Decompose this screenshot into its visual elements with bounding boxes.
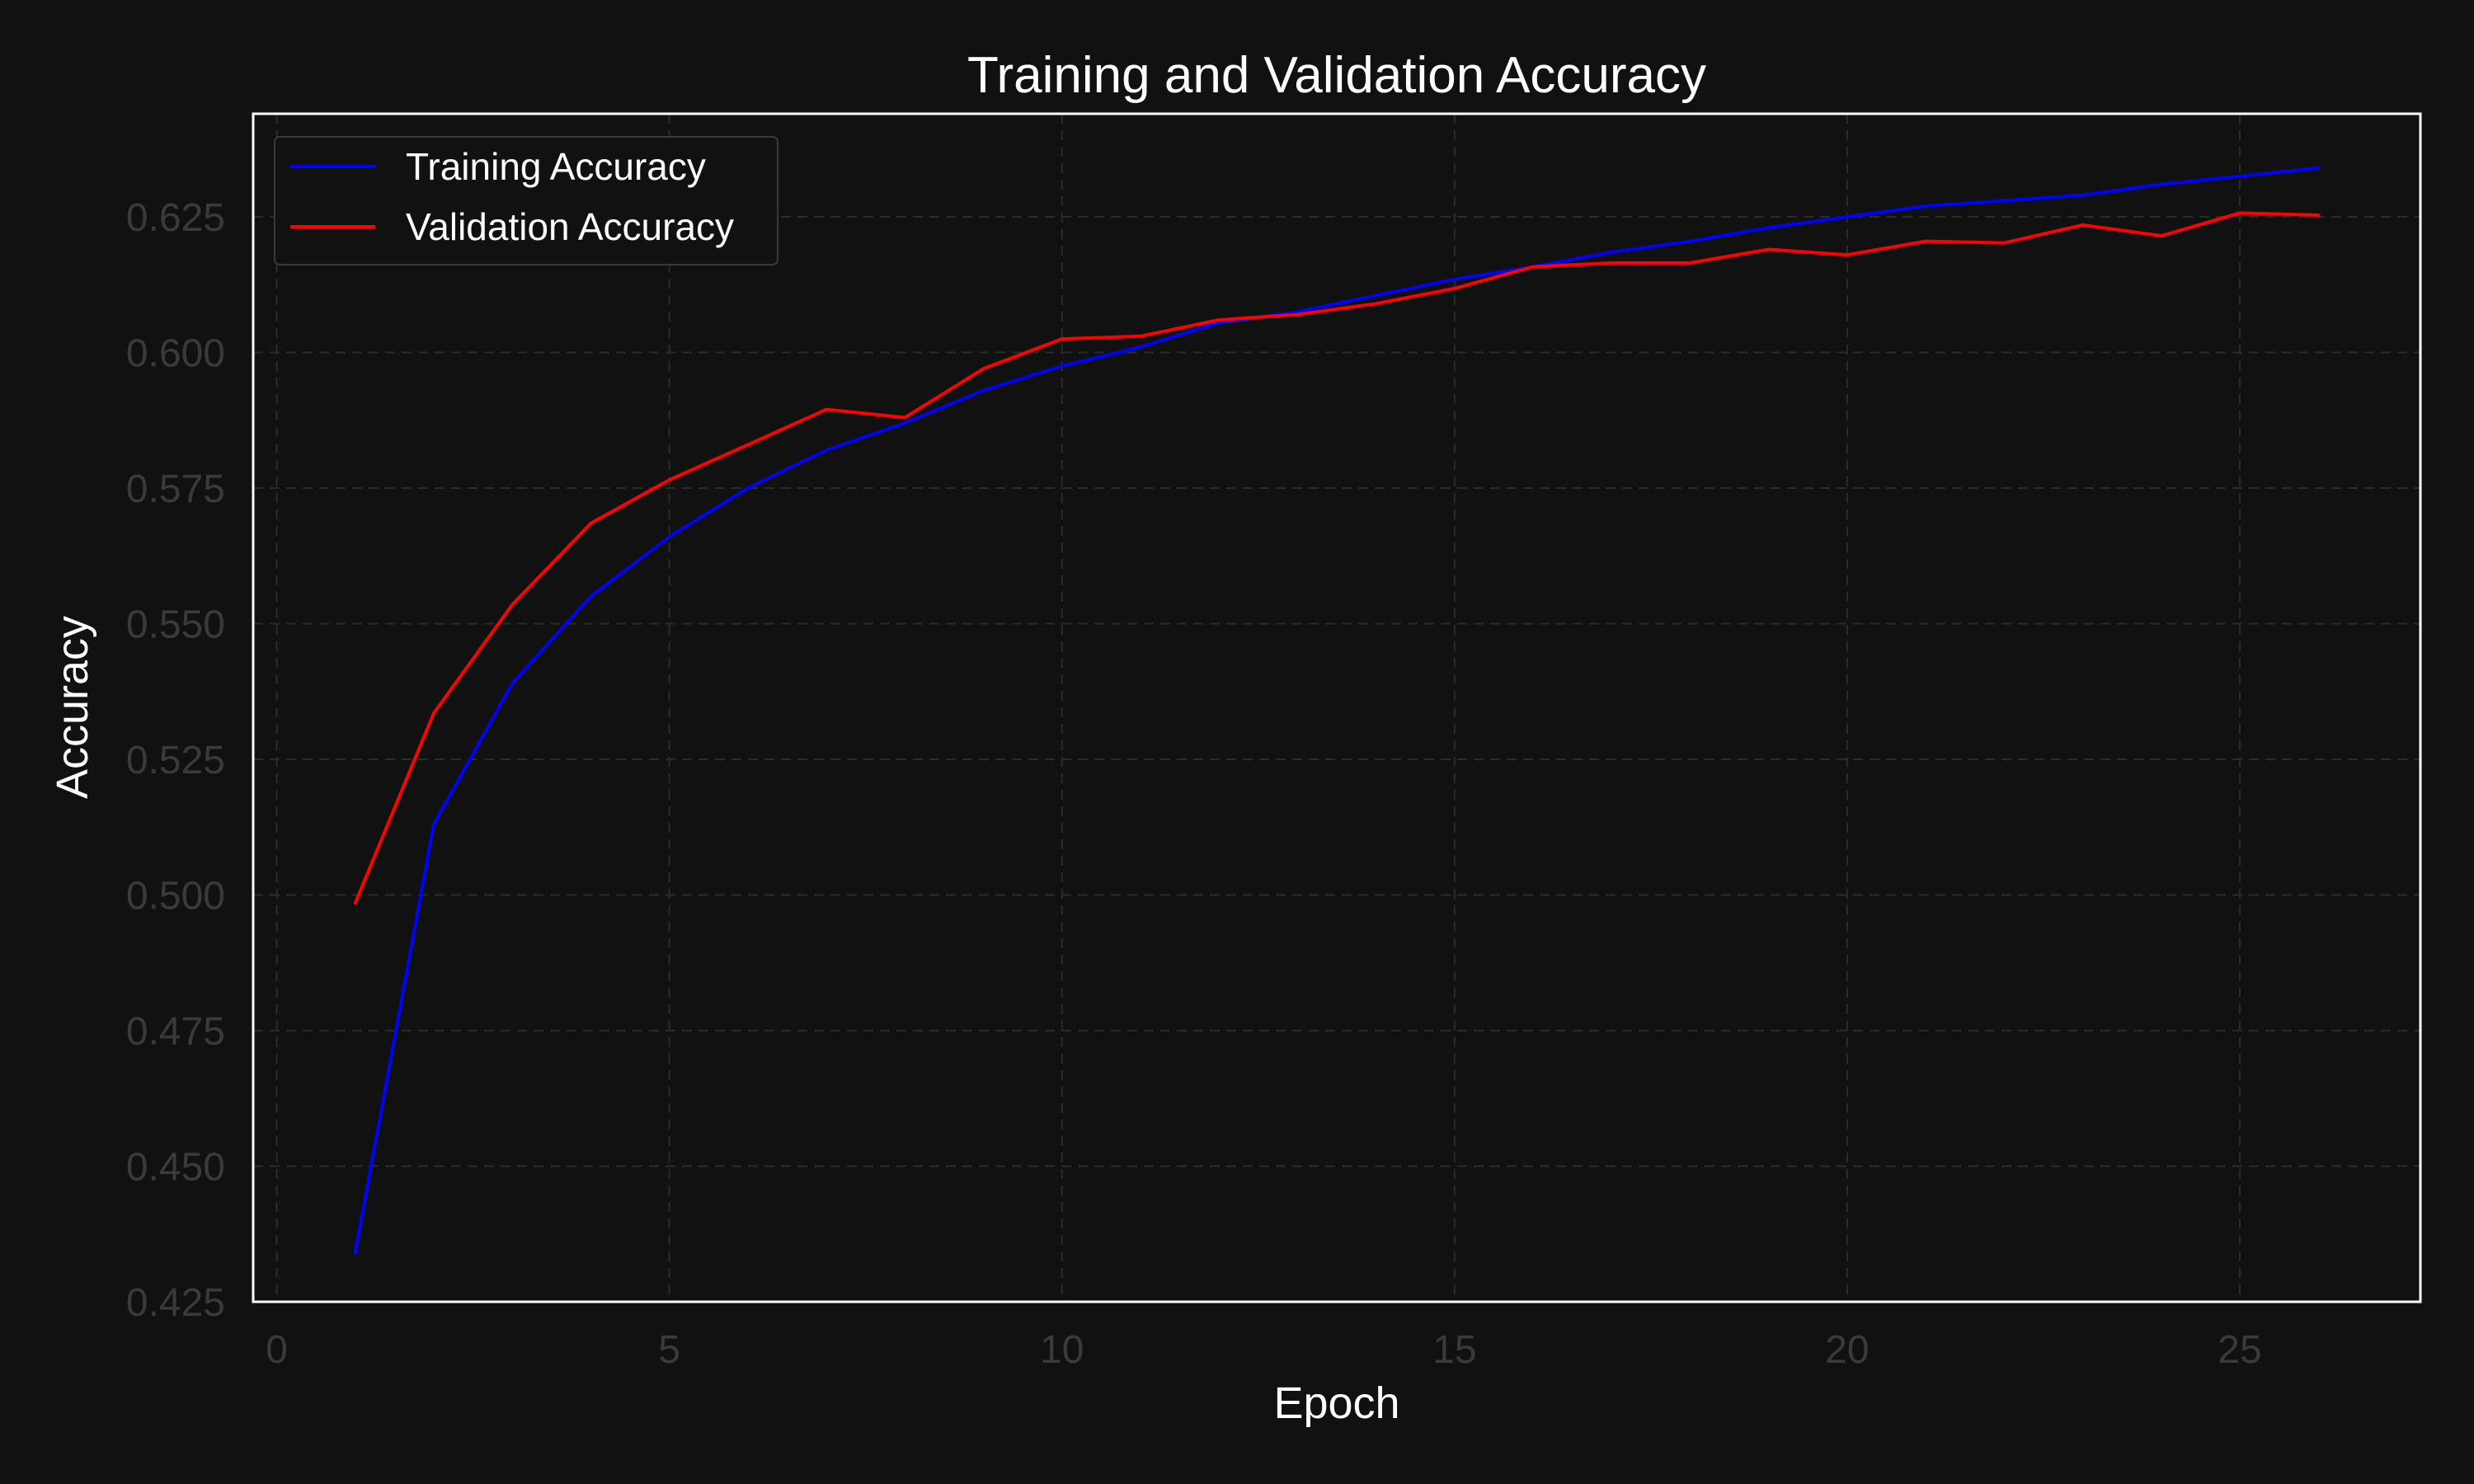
legend-label-training: Training Accuracy [406, 145, 706, 188]
legend: Training Accuracy Validation Accuracy [274, 136, 778, 265]
x-tick-label: 0 [266, 1328, 288, 1372]
y-tick-label: 0.525 [126, 739, 225, 782]
ticks-layer: 0 5 10 15 20 25 0.425 0.450 0.475 0.500 0.525 0.550… [126, 196, 2262, 1372]
y-axis-label: Accuracy [48, 616, 97, 799]
plot-frame [252, 112, 2422, 1303]
x-tick-label: 15 [1432, 1328, 1476, 1372]
chart-title: Training and Validation Accuracy [967, 47, 1706, 104]
validation-accuracy-line [353, 211, 2321, 905]
y-tick-label: 0.575 [126, 467, 225, 511]
y-tick-label: 0.475 [126, 1010, 225, 1054]
y-tick-label: 0.450 [126, 1146, 225, 1190]
series-layer [353, 166, 2321, 1255]
x-tick-label: 25 [2218, 1328, 2261, 1372]
y-tick-label: 0.550 [126, 603, 225, 647]
y-tick-label: 0.500 [126, 875, 225, 918]
x-tick-label: 20 [1825, 1328, 1869, 1372]
y-tick-label: 0.425 [126, 1281, 225, 1325]
legend-label-validation: Validation Accuracy [406, 205, 734, 248]
x-axis-label: Epoch [1273, 1378, 1399, 1428]
y-tick-label: 0.625 [126, 196, 225, 240]
training-accuracy-line [353, 166, 2321, 1255]
x-tick-label: 10 [1040, 1328, 1084, 1372]
legend-box [274, 136, 778, 265]
y-tick-label: 0.600 [126, 332, 225, 376]
x-tick-label: 5 [658, 1328, 680, 1372]
